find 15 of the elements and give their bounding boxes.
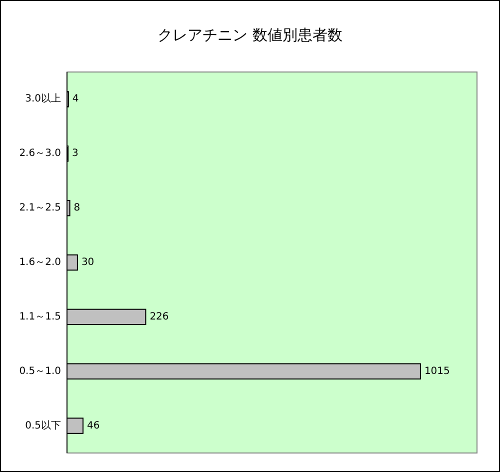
chart-title: クレアチニン 数値別患者数: [158, 26, 342, 44]
y-tick-label: 0.5以下: [25, 419, 61, 432]
data-label: 3: [72, 148, 78, 160]
y-tick-label: 1.6～2.0: [19, 257, 61, 268]
data-label: 8: [74, 202, 80, 214]
data-label: 226: [150, 311, 169, 322]
y-tick-label: 3.0以上: [25, 92, 61, 105]
y-tick-label: 2.1～2.5: [19, 202, 61, 214]
data-label: 30: [81, 257, 94, 268]
data-label: 4: [72, 94, 79, 105]
y-tick-label: 2.6～3.0: [19, 148, 61, 160]
data-label: 46: [87, 420, 100, 432]
y-tick-label: 1.1～1.5: [19, 311, 61, 322]
y-tick-label: 0.5～1.0: [19, 366, 61, 377]
data-label: 1015: [424, 366, 450, 377]
